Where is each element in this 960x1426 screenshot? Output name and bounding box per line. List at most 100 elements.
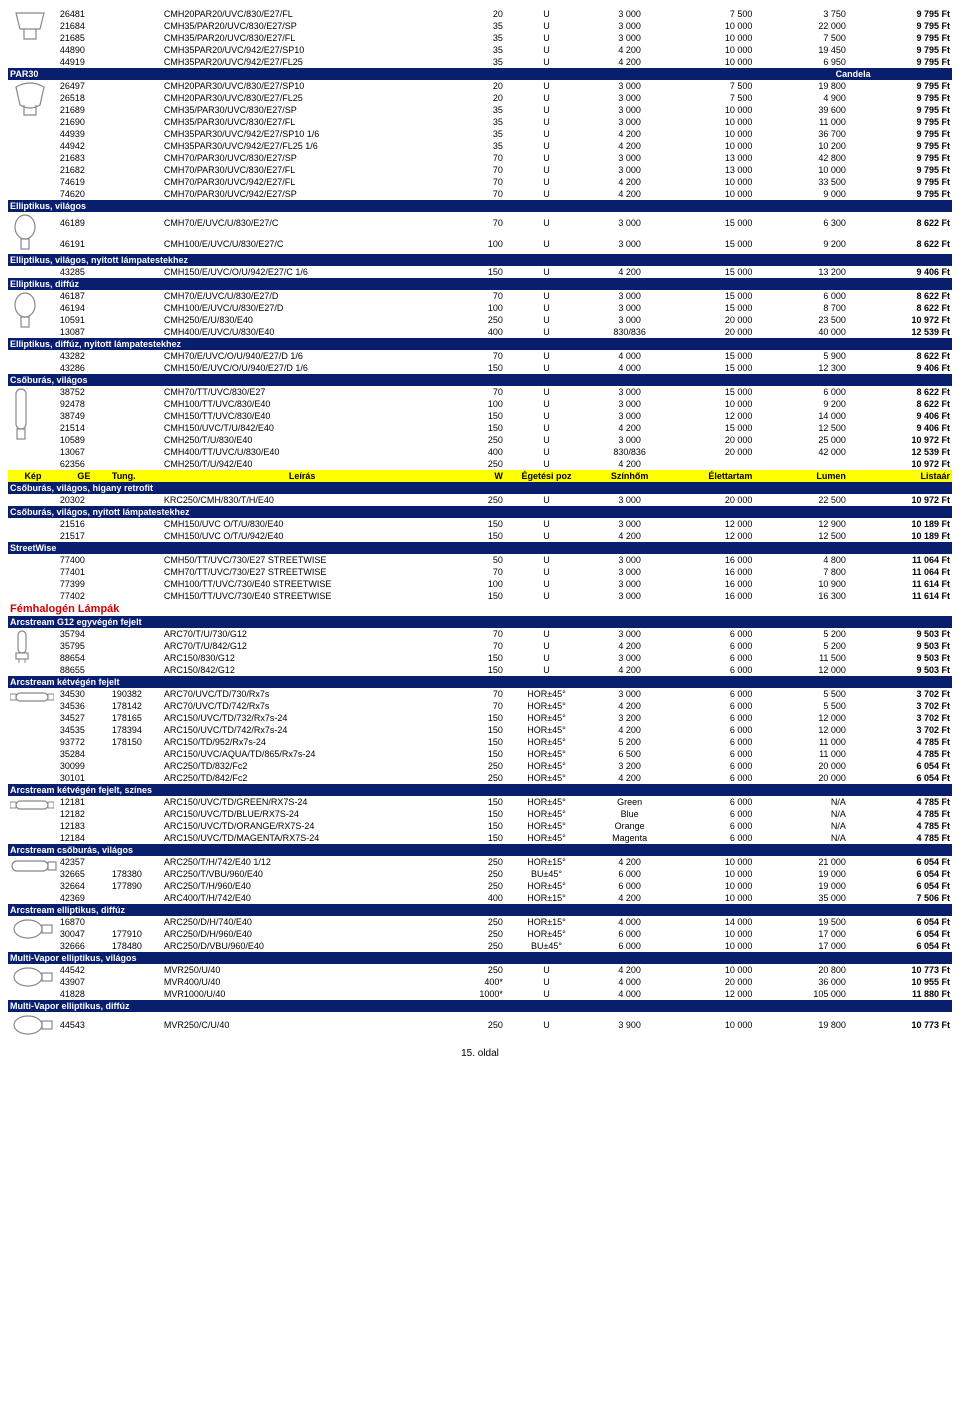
table-row: 44542MVR250/U/40250U4 20010 00020 80010 … [8, 964, 952, 976]
tung-code [110, 266, 162, 278]
tung-code [110, 212, 162, 233]
lifetime: 10 000 [671, 964, 754, 976]
lumen: 14 000 [754, 410, 848, 422]
list-price: 4 785 Ft [848, 748, 952, 760]
description: CMH400/E/UVC/U/830/E40 [162, 326, 443, 338]
description: CMH35PAR20/UVC/942/E27/FL25 [162, 56, 443, 68]
wattage: 150 [443, 820, 505, 832]
color-temp: 3 000 [588, 80, 671, 92]
tung-code [110, 422, 162, 434]
product-icon [8, 688, 58, 784]
lifetime: 6 000 [671, 748, 754, 760]
table-row: 35284ARC150/UVC/AQUA/TD/865/Rx7s-24150HO… [8, 748, 952, 760]
wattage: 70 [443, 164, 505, 176]
burn-position: U [505, 188, 588, 200]
lifetime: 15 000 [671, 302, 754, 314]
lifetime: 15 000 [671, 266, 754, 278]
color-temp: 4 200 [588, 44, 671, 56]
ge-code: 77402 [58, 590, 110, 602]
wattage: 250 [443, 458, 505, 470]
description: CMH70/E/UVC/U/830/E27/C [162, 212, 443, 233]
ge-code: 12181 [58, 796, 110, 808]
lifetime: 20 000 [671, 976, 754, 988]
tung-code [110, 350, 162, 362]
description: CMH70/E/UVC/O/U/940/E27/D 1/6 [162, 350, 443, 362]
burn-position: U [505, 350, 588, 362]
wattage: 150 [443, 422, 505, 434]
description: CMH35/PAR20/UVC/830/E27/SP [162, 20, 443, 32]
tung-code [110, 566, 162, 578]
color-temp: 3 000 [588, 233, 671, 254]
color-temp: 3 000 [588, 92, 671, 104]
ge-code: 32665 [58, 868, 110, 880]
lumen: 7 500 [754, 32, 848, 44]
color-temp: 3 000 [588, 590, 671, 602]
color-temp: 6 500 [588, 748, 671, 760]
lumen: 33 500 [754, 176, 848, 188]
description: CMH150/UVC/T/U/842/E40 [162, 422, 443, 434]
list-price: 8 622 Ft [848, 302, 952, 314]
burn-position: U [505, 116, 588, 128]
lifetime: 7 500 [671, 80, 754, 92]
burn-position: U [505, 1012, 588, 1038]
list-price: 10 972 Ft [848, 314, 952, 326]
reflector-a-icon [10, 9, 50, 43]
lumen: 16 300 [754, 590, 848, 602]
list-price: 9 406 Ft [848, 410, 952, 422]
list-price: 11 880 Ft [848, 988, 952, 1000]
color-temp: 3 000 [588, 554, 671, 566]
list-price: 8 622 Ft [848, 290, 952, 302]
lifetime: 6 000 [671, 700, 754, 712]
wattage: 250 [443, 314, 505, 326]
burn-position: U [505, 446, 588, 458]
color-temp: 3 900 [588, 1012, 671, 1038]
lumen: 20 000 [754, 772, 848, 784]
tung-code [110, 290, 162, 302]
wattage: 400* [443, 976, 505, 988]
lifetime: 15 000 [671, 290, 754, 302]
burn-position: U [505, 652, 588, 664]
lumen: 39 600 [754, 104, 848, 116]
table-row: 62356CMH250/T/U/942/E40250U4 20010 972 F… [8, 458, 952, 470]
col-header: Színhőm [588, 470, 671, 482]
table-row: 12182ARC150/UVC/TD/BLUE/RX7S-24150HOR±45… [8, 808, 952, 820]
table-row: 44543MVR250/C/U/40250U3 90010 00019 8001… [8, 1012, 952, 1038]
product-icon [8, 518, 58, 542]
lifetime: 6 000 [671, 808, 754, 820]
lifetime: 20 000 [671, 494, 754, 506]
tung-code [110, 808, 162, 820]
list-price: 4 785 Ft [848, 736, 952, 748]
ge-code: 32666 [58, 940, 110, 952]
color-temp: 3 200 [588, 712, 671, 724]
burn-position: HOR±45° [505, 736, 588, 748]
tung-code [110, 152, 162, 164]
ge-code: 21514 [58, 422, 110, 434]
list-price: 7 506 Ft [848, 892, 952, 904]
tung-code [110, 314, 162, 326]
table-row: 12181ARC150/UVC/TD/GREEN/RX7S-24150HOR±4… [8, 796, 952, 808]
burn-position: U [505, 32, 588, 44]
burn-position: HOR±45° [505, 832, 588, 844]
list-price: 9 406 Ft [848, 266, 952, 278]
col-header: GE [58, 470, 110, 482]
wattage: 150 [443, 410, 505, 422]
tung-code [110, 233, 162, 254]
tung-code [110, 434, 162, 446]
lumen: 19 000 [754, 880, 848, 892]
wattage: 250 [443, 856, 505, 868]
tung-code [110, 976, 162, 988]
burn-position: HOR±45° [505, 748, 588, 760]
table-row: 38749CMH150/TT/UVC/830/E40150U3 00012 00… [8, 410, 952, 422]
color-temp: 3 000 [588, 410, 671, 422]
wattage: 150 [443, 530, 505, 542]
lumen: N/A [754, 820, 848, 832]
lifetime: 10 000 [671, 928, 754, 940]
wattage: 35 [443, 116, 505, 128]
ge-code: 20302 [58, 494, 110, 506]
list-price: 6 054 Ft [848, 772, 952, 784]
description: CMH250/T/U/942/E40 [162, 458, 443, 470]
tung-code [110, 362, 162, 374]
table-row: 30099ARC250/TD/832/Fc2250HOR±45°3 2006 0… [8, 760, 952, 772]
wattage: 250 [443, 868, 505, 880]
par30-icon [10, 81, 50, 121]
